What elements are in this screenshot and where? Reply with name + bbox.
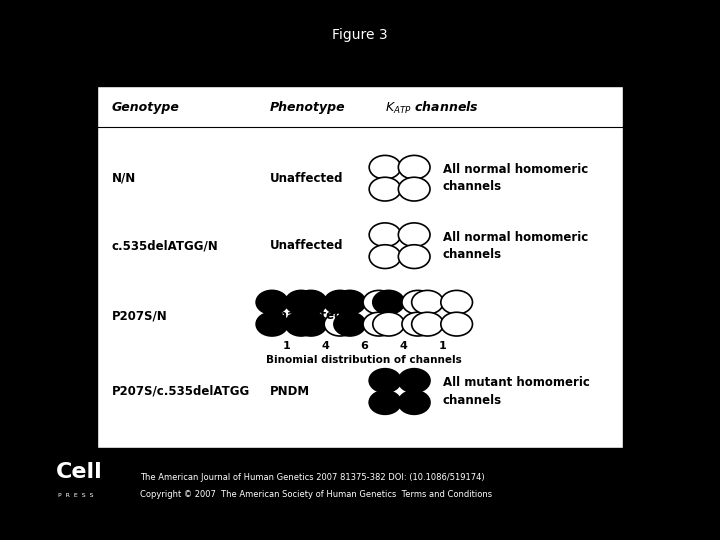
Text: Genotype: Genotype bbox=[112, 102, 179, 114]
Circle shape bbox=[373, 312, 405, 336]
Text: c.535delATGG/N: c.535delATGG/N bbox=[112, 239, 218, 252]
Text: P  R  E  S  S: P R E S S bbox=[58, 493, 93, 498]
Circle shape bbox=[363, 312, 395, 336]
Circle shape bbox=[295, 312, 327, 336]
Circle shape bbox=[398, 369, 430, 393]
Circle shape bbox=[369, 223, 401, 247]
Circle shape bbox=[285, 291, 317, 314]
Text: PNDM: PNDM bbox=[270, 385, 310, 398]
Text: The American Journal of Human Genetics 2007 81375-382 DOI: (10.1086/519174): The American Journal of Human Genetics 2… bbox=[140, 472, 485, 482]
Circle shape bbox=[412, 312, 444, 336]
Circle shape bbox=[402, 291, 433, 314]
Circle shape bbox=[256, 291, 288, 314]
Circle shape bbox=[369, 156, 401, 179]
FancyBboxPatch shape bbox=[97, 86, 623, 448]
Text: N/N: N/N bbox=[112, 172, 136, 185]
Circle shape bbox=[369, 390, 401, 414]
Text: Copyright © 2007  The American Society of Human Genetics  Terms and Conditions: Copyright © 2007 The American Society of… bbox=[140, 490, 492, 500]
Text: Unaffected: Unaffected bbox=[270, 309, 343, 322]
Circle shape bbox=[334, 291, 366, 314]
Circle shape bbox=[369, 369, 401, 393]
Circle shape bbox=[402, 312, 433, 336]
Circle shape bbox=[373, 291, 405, 314]
Text: P207S/c.535delATGG: P207S/c.535delATGG bbox=[112, 385, 250, 398]
Text: Unaffected: Unaffected bbox=[270, 239, 343, 252]
Text: 1: 1 bbox=[438, 341, 446, 350]
Text: Unaffected: Unaffected bbox=[270, 172, 343, 185]
Text: All mutant homomeric
channels: All mutant homomeric channels bbox=[443, 376, 590, 407]
Text: All normal homomeric
channels: All normal homomeric channels bbox=[443, 163, 588, 193]
Circle shape bbox=[398, 223, 430, 247]
Circle shape bbox=[441, 291, 472, 314]
Circle shape bbox=[398, 390, 430, 414]
Circle shape bbox=[441, 312, 472, 336]
Text: All normal homomeric
channels: All normal homomeric channels bbox=[443, 231, 588, 261]
Text: Phenotype: Phenotype bbox=[270, 102, 346, 114]
Circle shape bbox=[398, 177, 430, 201]
Text: Figure 3: Figure 3 bbox=[332, 28, 388, 42]
Circle shape bbox=[324, 312, 356, 336]
Circle shape bbox=[285, 312, 317, 336]
Circle shape bbox=[256, 312, 288, 336]
Circle shape bbox=[398, 156, 430, 179]
Circle shape bbox=[363, 291, 395, 314]
Text: Binomial distribution of channels: Binomial distribution of channels bbox=[266, 355, 462, 365]
Text: 4: 4 bbox=[322, 341, 329, 350]
Text: 4: 4 bbox=[400, 341, 407, 350]
Text: Cell: Cell bbox=[56, 462, 103, 482]
Circle shape bbox=[369, 245, 401, 268]
Circle shape bbox=[324, 291, 356, 314]
Text: P207S/N: P207S/N bbox=[112, 309, 167, 322]
Circle shape bbox=[369, 177, 401, 201]
Circle shape bbox=[295, 291, 327, 314]
Circle shape bbox=[334, 312, 366, 336]
Text: $K_{ATP}$ channels: $K_{ATP}$ channels bbox=[385, 100, 479, 116]
Text: 1: 1 bbox=[283, 341, 290, 350]
Text: 6: 6 bbox=[361, 341, 368, 350]
Circle shape bbox=[412, 291, 444, 314]
Circle shape bbox=[398, 245, 430, 268]
